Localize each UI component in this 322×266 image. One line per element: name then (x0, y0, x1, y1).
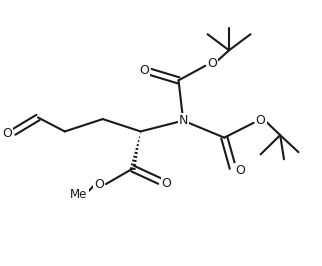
Text: N: N (179, 114, 188, 127)
Text: O: O (256, 114, 266, 127)
Text: O: O (162, 177, 171, 190)
Text: O: O (139, 64, 149, 77)
Text: O: O (94, 178, 104, 191)
Text: O: O (2, 127, 12, 140)
Text: O: O (207, 57, 217, 70)
Text: O: O (235, 164, 245, 177)
Text: Me: Me (70, 188, 88, 201)
